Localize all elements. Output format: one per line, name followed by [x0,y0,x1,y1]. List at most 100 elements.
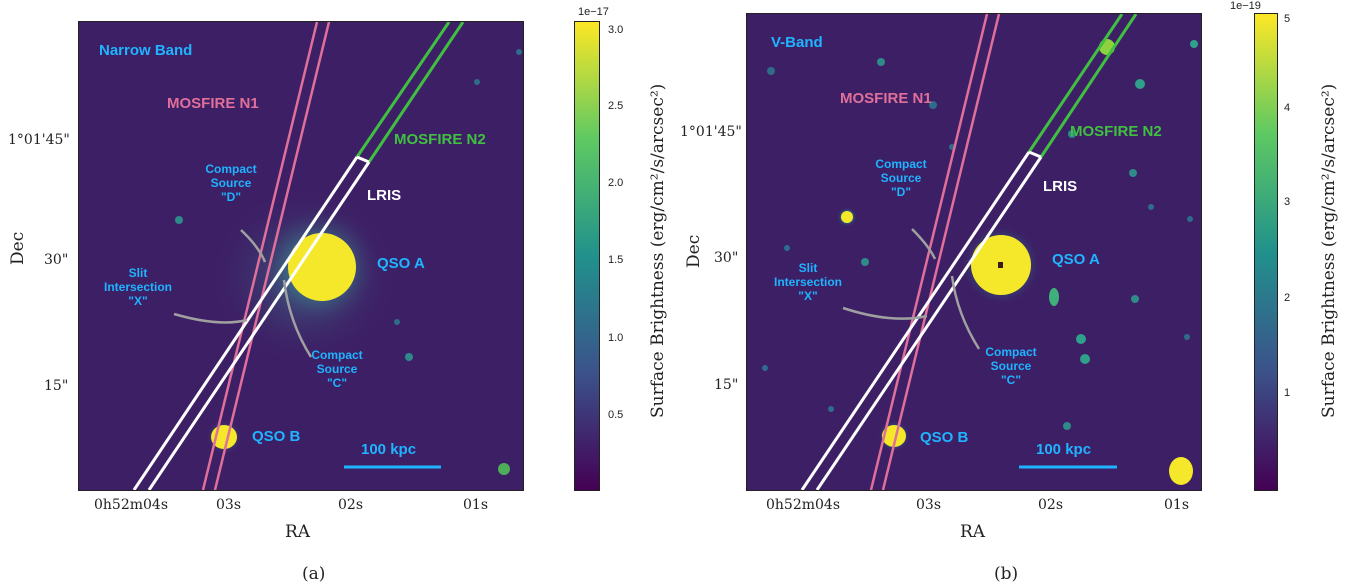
band-label: Narrow Band [99,42,193,59]
qso-a-label: QSO A [1052,251,1100,268]
x-tick: 01s [463,497,488,513]
faint-source [1049,288,1059,306]
compact-source-c-label: Compact Source "C" [985,345,1037,387]
colorbar-tick: 1.5 [608,254,624,266]
faint-source [877,58,885,66]
lris-slit [132,155,371,490]
faint-source [861,258,869,266]
panel-caption: (a) [302,564,326,584]
colorbar-tick: 2.0 [608,177,624,189]
faint-source [1135,79,1145,89]
narrow-band-sky [132,22,522,490]
x-tick: 03s [216,497,241,513]
colorbar-label: Surface Brightness (erg/cm²/s/arcsec²) [1319,83,1339,418]
compact-source-d-label: Compact Source "D" [875,157,927,199]
x-tick: 0h52m04s [94,497,169,513]
x-tick: 02s [338,497,363,513]
compact-source-d-label: Compact Source "D" [205,162,257,204]
panel-caption: (b) [994,564,1019,584]
y-tick: 30" [714,250,739,266]
faint-source [929,101,937,109]
x-tick: 02s [1038,497,1063,513]
qso-b-label: QSO B [920,429,969,446]
qso-b-label: QSO B [252,428,301,445]
colorbar-tick: 1.0 [608,332,624,344]
qso-b-source [882,425,906,447]
slit-intersection-label: Slit Intersection "X" [103,266,172,308]
x-tick: 03s [916,497,941,513]
y-tick: 15" [44,378,69,394]
colorbar-tick: 2.5 [608,100,624,112]
colorbar [1254,13,1278,491]
faint-source [498,463,510,475]
faint-source [175,216,183,224]
faint-source [1190,40,1198,48]
faint-source [828,406,834,412]
scale-bar-label: 100 kpc [1036,441,1092,458]
qso-a-label: QSO A [377,255,425,272]
slit-intersection-label: Slit Intersection "X" [773,261,842,303]
qso-a-source [288,233,356,301]
y-tick: 1°01'45" [680,124,742,140]
mosfire-n2-slit [1027,14,1138,158]
colorbar-tick: 2 [1284,292,1291,304]
mosfire-n2-slit [355,22,465,163]
mosfire-n1-slit [201,22,331,490]
colorbar-tick: 1 [1284,387,1291,399]
annotation-arrows [842,228,981,350]
faint-source [1076,334,1086,344]
compact-source-c-label: Compact Source "C" [311,348,363,390]
faint-source [474,79,480,85]
annotation-arrows [173,229,313,358]
faint-source [762,365,768,371]
y-tick: 30" [44,252,69,268]
v-band-image: V-Band MOSFIRE N1 MOSFIRE N2 LRIS QSO A … [746,13,1202,491]
faint-source [394,319,400,325]
colorbar-tick: 4 [1284,102,1291,114]
faint-source [1080,354,1090,364]
x-tick: 01s [1164,497,1189,513]
panel-b: V-Band MOSFIRE N1 MOSFIRE N2 LRIS QSO A … [676,0,1352,587]
band-label: V-Band [771,34,823,51]
faint-source [1187,216,1193,222]
mosfire-n1-label: MOSFIRE N1 [167,95,259,112]
lris-label: LRIS [367,187,402,204]
faint-source [1169,457,1193,485]
faint-source [784,245,790,251]
panel-a: Narrow Band MOSFIRE N1 MOSFIRE N2 LRIS Q… [8,6,668,584]
x-axis-label: RA [960,522,986,542]
narrow-band-image: Narrow Band MOSFIRE N1 MOSFIRE N2 LRIS Q… [78,21,524,491]
y-tick: 15" [714,377,739,393]
faint-source [516,49,522,55]
mosfire-n1-label: MOSFIRE N1 [840,90,932,107]
faint-source [1131,295,1139,303]
faint-source [1068,130,1076,138]
colorbar-multiplier: 1e−17 [578,6,609,18]
y-axis-label: Dec [684,234,704,268]
colorbar-tick: 3 [1284,196,1291,208]
mosfire-n1-slit [869,14,1001,490]
x-tick: 0h52m04s [766,497,841,513]
colorbar-tick: 5 [1284,13,1291,25]
faint-source [1063,422,1071,430]
qso-a-core [998,262,1003,268]
mosfire-n2-label: MOSFIRE N2 [1070,123,1162,140]
colorbar-label: Surface Brightness (erg/cm²/s/arcsec²) [648,83,668,418]
scale-bar-label: 100 kpc [361,441,417,458]
faint-source [1148,204,1154,210]
faint-source [405,353,413,361]
v-band-sky [762,14,1198,490]
colorbar-tick: 0.5 [608,409,624,421]
faint-source [841,211,853,223]
lris-label: LRIS [1043,178,1078,195]
colorbar-tick: 3.0 [608,24,624,36]
faint-source [1184,334,1190,340]
y-tick: 1°01'45" [8,132,70,148]
y-axis-label: Dec [8,231,28,265]
faint-source [767,67,775,75]
faint-source [1129,169,1137,177]
colorbar-multiplier: 1e−19 [1230,0,1261,12]
lris-slit [800,150,1043,490]
colorbar [574,21,600,491]
x-axis-label: RA [285,522,311,542]
